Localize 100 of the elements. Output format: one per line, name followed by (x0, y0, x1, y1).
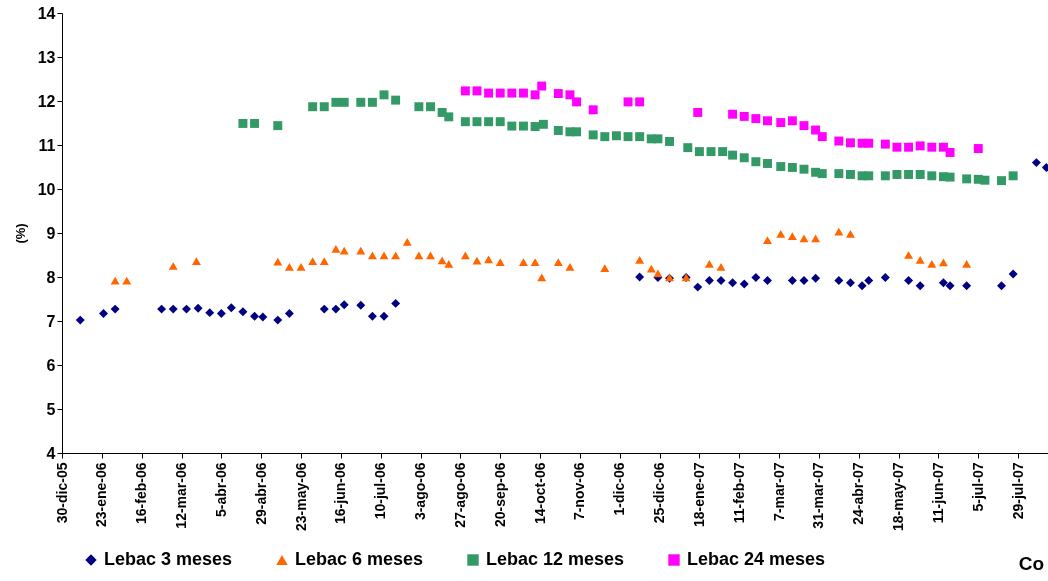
point (973, 144, 983, 153)
point (763, 276, 772, 285)
point (904, 251, 914, 259)
point (799, 234, 809, 243)
point (787, 276, 797, 285)
point (331, 244, 341, 253)
point (367, 311, 377, 321)
point (284, 309, 294, 318)
point (635, 97, 645, 107)
point (846, 230, 855, 238)
point (945, 148, 955, 157)
point (927, 259, 937, 268)
point (938, 258, 948, 267)
point (495, 258, 505, 266)
point (168, 304, 178, 314)
x-tick-label: 31-mar-07 (810, 462, 827, 529)
point (553, 89, 563, 98)
x-tick-label: 16-jun-06 (332, 462, 349, 524)
x-tick-label: 1-dic-06 (611, 462, 628, 516)
point (216, 309, 226, 318)
point (938, 142, 948, 152)
point (728, 109, 738, 119)
point (811, 273, 821, 283)
point (530, 258, 540, 266)
point (763, 116, 772, 126)
point (238, 307, 248, 317)
point (623, 97, 633, 107)
x-tick-label: 7-nov-06 (571, 462, 588, 521)
point (402, 237, 412, 246)
point (600, 264, 610, 273)
point (962, 259, 972, 268)
point (739, 279, 749, 289)
point (319, 257, 329, 266)
point (379, 251, 389, 260)
point (776, 230, 786, 238)
point (846, 278, 855, 288)
point (168, 262, 178, 270)
point (518, 88, 528, 98)
y-tick-label: 7 (46, 312, 56, 330)
x-tick-label: 11-jun-07 (929, 462, 946, 524)
point (817, 132, 827, 142)
point (880, 139, 890, 149)
point (391, 298, 401, 308)
point (110, 304, 120, 314)
point (653, 269, 663, 278)
y-tick-label: 6 (46, 356, 56, 374)
x-tick-label: 5-abr-06 (212, 462, 229, 517)
y-tick-label: 5 (46, 400, 56, 418)
point (751, 114, 761, 124)
point (356, 300, 366, 310)
point (507, 88, 517, 98)
point (962, 281, 972, 291)
x-tick-label: 18-ene-07 (690, 462, 707, 528)
point (191, 257, 201, 266)
x-tick-label: 14-oct-06 (531, 462, 548, 524)
point (1008, 269, 1018, 279)
legend-label: Lebac 12 meses (486, 549, 625, 569)
point (846, 138, 855, 148)
point (915, 255, 925, 264)
point (945, 281, 955, 291)
point (776, 118, 786, 128)
point (864, 138, 874, 148)
x-tick-label: 10-jul-06 (372, 462, 389, 520)
point (319, 304, 329, 314)
x-tick-label: 30-dic-05 (53, 462, 70, 524)
point (379, 311, 389, 321)
x-tick-label: 24-abr-07 (850, 462, 867, 525)
point (834, 276, 844, 285)
point (811, 234, 821, 243)
x-tick-label: 3-ago-06 (412, 462, 429, 521)
point (635, 272, 645, 282)
y-tick-label: 13 (37, 48, 56, 66)
point (915, 281, 925, 291)
y-tick-label: 9 (46, 224, 56, 242)
point (331, 304, 341, 314)
point (739, 111, 749, 121)
point (811, 125, 821, 135)
point (693, 282, 703, 292)
x-tick-label: 11-feb-07 (730, 462, 747, 524)
point (472, 86, 482, 96)
y-tick-label: 10 (37, 180, 56, 198)
point (226, 303, 236, 313)
point (799, 121, 809, 131)
x-tick-label: 27-ago-06 (451, 462, 468, 528)
y-axis-title: (%) (12, 223, 28, 244)
point (787, 116, 797, 126)
point (484, 88, 494, 98)
point (857, 281, 867, 291)
point (588, 105, 598, 115)
point (704, 276, 714, 285)
point (553, 258, 563, 266)
point (296, 263, 306, 271)
y-tick-label: 14 (37, 4, 56, 22)
point (484, 255, 494, 264)
y-tick-label: 12 (37, 92, 56, 110)
point (834, 136, 844, 146)
point (460, 86, 470, 96)
point (284, 263, 294, 271)
legend-label: Lebac 3 meses (104, 549, 233, 569)
point (518, 258, 528, 266)
